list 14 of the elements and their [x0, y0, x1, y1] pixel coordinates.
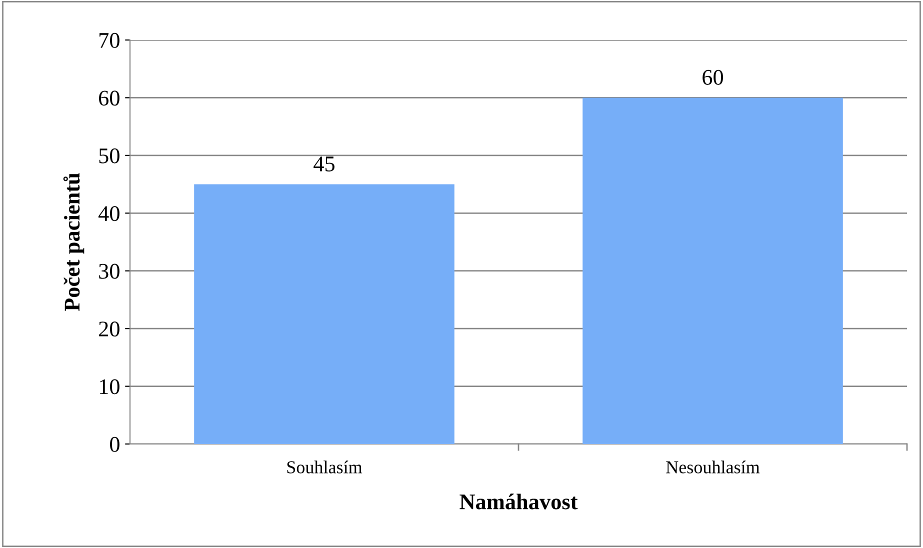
- y-tick-label: 70: [100, 32, 120, 48]
- y-tick-label: 10: [100, 379, 120, 394]
- y-tick-label: 30: [99, 264, 120, 279]
- y-tick-label: 50: [99, 148, 120, 164]
- data-label: 45: [314, 156, 334, 172]
- y-tick-label: 20: [99, 322, 120, 336]
- x-tick-label: Nesouhlasím: [666, 460, 760, 474]
- x-tick-label: Souhlasím: [287, 460, 362, 474]
- y-tick-label: 40: [98, 206, 120, 222]
- y-tick-label: 60: [99, 90, 120, 106]
- data-label: 60: [702, 70, 724, 85]
- y-tick-label: 0: [110, 436, 120, 452]
- y-axis-title: Počet pacientů: [63, 173, 84, 312]
- x-axis-title: Namáhavost: [460, 494, 578, 510]
